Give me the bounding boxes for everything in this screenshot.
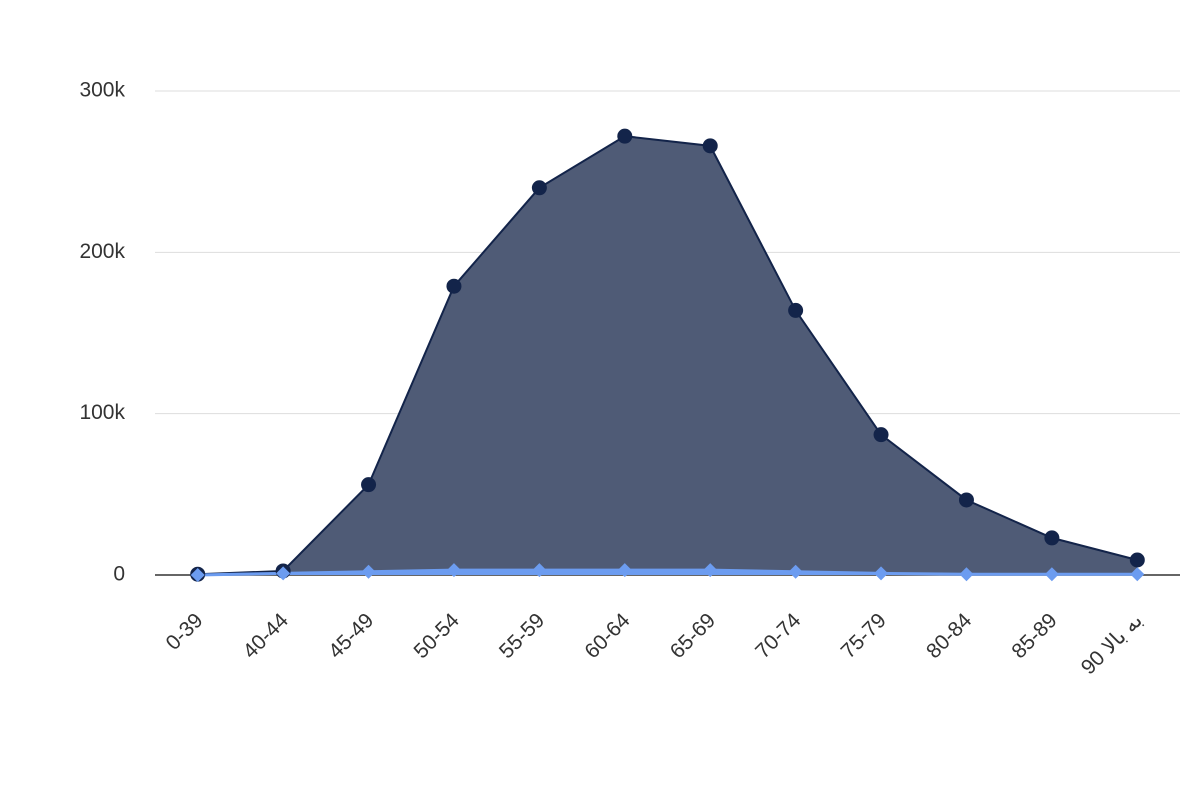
- x-tick-label: 40-44: [239, 609, 293, 663]
- marker: [1044, 567, 1059, 582]
- marker: [1044, 530, 1060, 546]
- marker: [531, 180, 547, 196]
- area: [197, 136, 1138, 575]
- x-tick-label: 45-49: [324, 609, 378, 663]
- marker: [532, 563, 547, 578]
- x-tick-label: 85-89: [1007, 609, 1061, 663]
- x-tick-label: 55-59: [495, 609, 549, 663]
- x-tick-label: 60-64: [580, 609, 634, 663]
- marker: [959, 567, 974, 582]
- line: [197, 568, 1138, 577]
- marker: [446, 563, 461, 578]
- y-tick-label: 0: [113, 563, 125, 586]
- line: [197, 135, 1138, 576]
- marker: [874, 566, 889, 581]
- x-tick-label: 70-74: [751, 609, 805, 663]
- marker: [617, 563, 632, 578]
- marker: [446, 278, 462, 294]
- marker: [190, 568, 205, 582]
- x-tick-label: 80-84: [922, 609, 976, 663]
- marker: [361, 564, 376, 579]
- marker: [276, 566, 291, 581]
- x-tick-label: 75-79: [837, 609, 891, 663]
- marker: [788, 302, 804, 318]
- x-tick-label: 90 به بالا: [1077, 609, 1147, 679]
- y-tick-label: 200k: [79, 240, 125, 263]
- marker: [617, 128, 633, 144]
- x-tick-label: 0-39: [162, 609, 208, 655]
- y-tick-label: 300k: [79, 79, 125, 102]
- marker: [361, 477, 377, 493]
- x-tick-label: 65-69: [666, 609, 720, 663]
- marker: [958, 492, 974, 508]
- marker: [1130, 567, 1145, 582]
- marker: [873, 427, 889, 443]
- marker: [702, 138, 718, 154]
- marker: [788, 564, 803, 579]
- x-tick-label: 50-54: [410, 609, 464, 663]
- marker: [703, 563, 718, 578]
- y-tick-label: 100k: [79, 401, 125, 424]
- marker: [1129, 552, 1145, 568]
